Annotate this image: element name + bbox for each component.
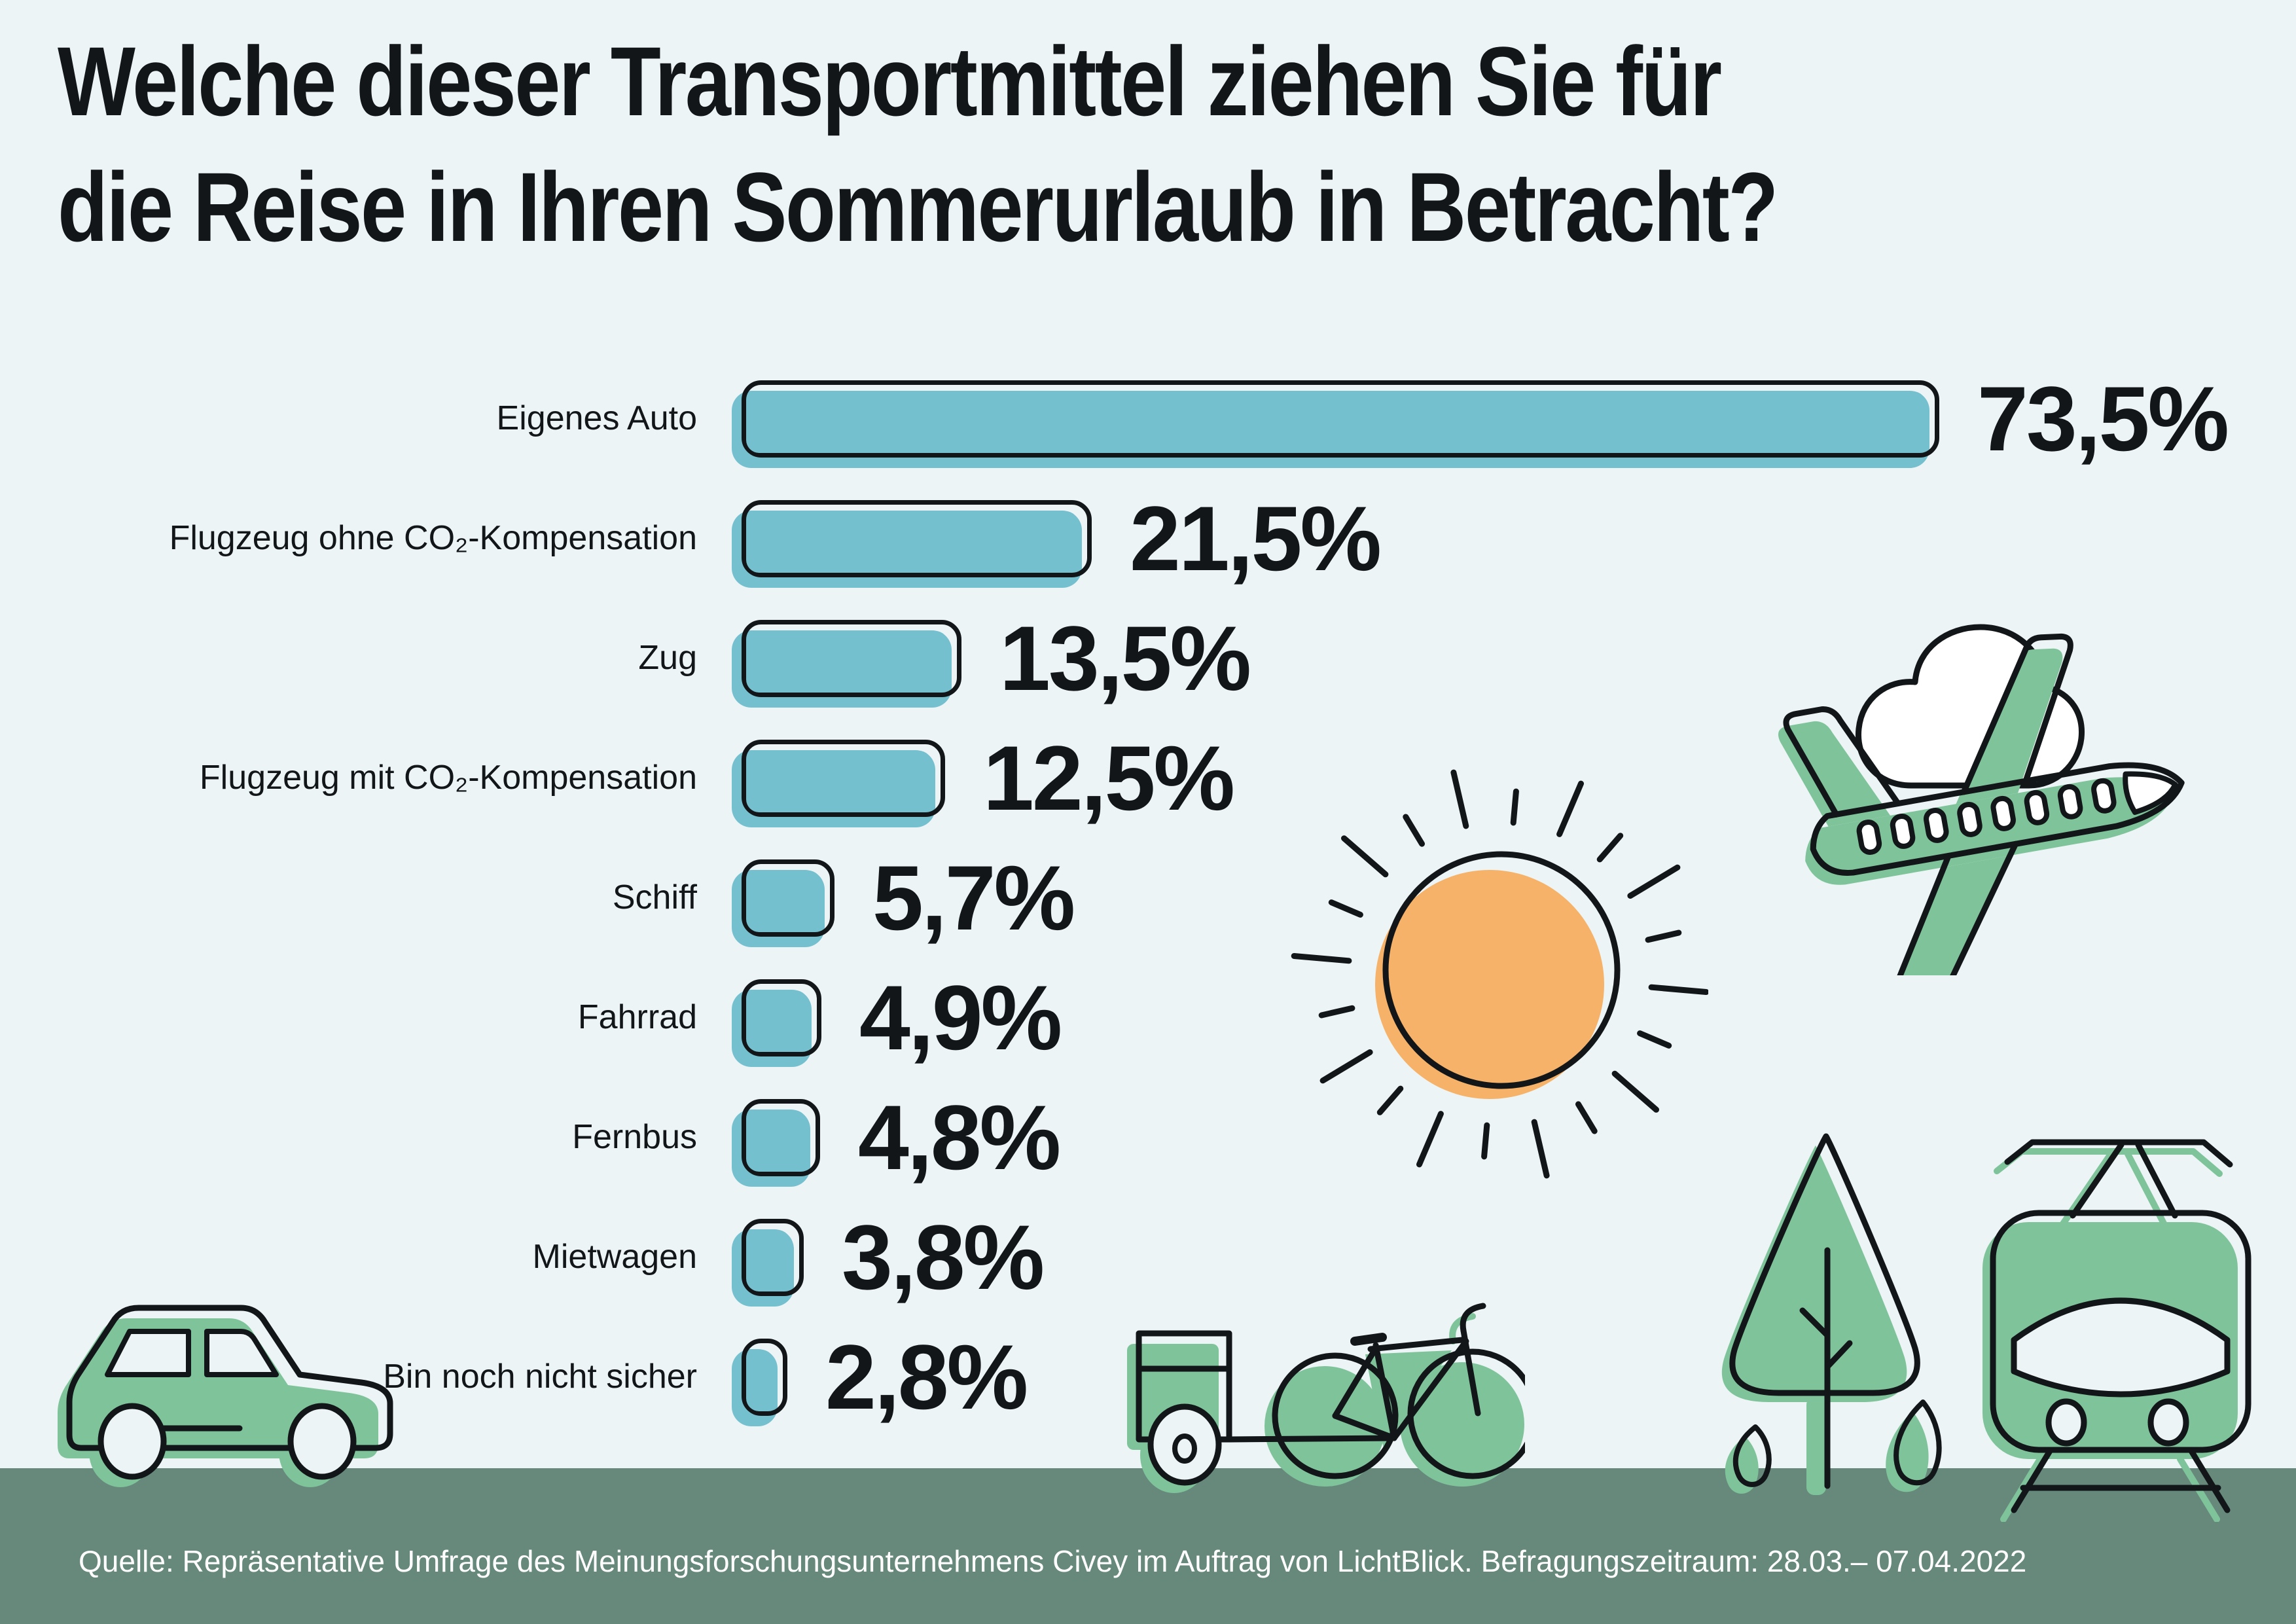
- chart-row: Fahrrad 4,9%: [0, 958, 2296, 1077]
- cockpit-window: [2123, 771, 2178, 815]
- page-title: Welche dieser Transportmittel ziehen Sie…: [58, 18, 1778, 270]
- car-wheel: [98, 1403, 167, 1480]
- leaf-icon: [1732, 1424, 1772, 1487]
- bar: [732, 1338, 787, 1426]
- title-line-1: Welche dieser Transportmittel ziehen Sie…: [58, 26, 1722, 136]
- category-label: Bin noch nicht sicher: [383, 1358, 697, 1396]
- bar-fill: [746, 870, 821, 932]
- tram-windshield: [2011, 1297, 2231, 1398]
- value-label: 2,8%: [825, 1325, 1028, 1428]
- bar-outline: [742, 380, 1939, 458]
- category-label: Flugzeug mit CO₂-Kompensation: [199, 759, 697, 797]
- category-label: Eigenes Auto: [496, 399, 697, 438]
- bar: [732, 1218, 804, 1307]
- airplane-icon: [1778, 624, 2185, 975]
- category-label: Schiff: [612, 878, 697, 917]
- car-outline: [66, 1305, 393, 1480]
- car-icon: [58, 1305, 393, 1487]
- chart-row: Flugzeug ohne CO₂-Kompensation 21,5%: [0, 478, 2296, 598]
- bar-outline: [742, 619, 961, 697]
- tram-headlight: [2045, 1398, 2087, 1447]
- airplane-outline: [1783, 633, 2185, 975]
- sun-disc: [1375, 870, 1604, 1099]
- tram-body: [1990, 1210, 2251, 1453]
- bar-fill: [746, 1110, 807, 1172]
- category-label: Flugzeug ohne CO₂-Kompensation: [169, 519, 697, 558]
- bar: [732, 1098, 820, 1187]
- bar: [732, 380, 1939, 468]
- bar-outline: [742, 1338, 787, 1416]
- bar-outline: [742, 1218, 804, 1296]
- category-label: Fernbus: [572, 1118, 697, 1157]
- airplane-windows: [1856, 778, 2117, 855]
- bar-fill: [746, 391, 1926, 453]
- trailer-hitch: [1226, 1435, 1397, 1443]
- chart-row: Flugzeug mit CO₂-Kompensation 12,5%: [0, 718, 2296, 838]
- sun-outline: [1382, 851, 1621, 1089]
- value-label: 4,9%: [859, 965, 1062, 1069]
- value-label: 12,5%: [983, 726, 1235, 829]
- category-label: Zug: [638, 639, 697, 677]
- chart-row: Schiff 5,7%: [0, 838, 2296, 958]
- leaf-icon: [1893, 1399, 1942, 1486]
- car-window-front: [204, 1329, 279, 1377]
- chart-row: Fernbus 4,8%: [0, 1077, 2296, 1197]
- value-label: 13,5%: [999, 606, 1251, 710]
- bar-fill: [746, 750, 932, 812]
- sun-icon: [1291, 769, 1708, 1179]
- title-line-2: die Reise in Ihren Sommerurlaub in Betra…: [58, 152, 1778, 262]
- bike-saddle: [1350, 1333, 1387, 1346]
- tram-outline: [1990, 1139, 2251, 1513]
- value-label: 4,8%: [858, 1085, 1061, 1189]
- bar-outline: [742, 979, 821, 1056]
- bicycle-outline: [1136, 1303, 1525, 1486]
- tram-headlight: [2147, 1398, 2189, 1447]
- bike-handlebar: [1460, 1303, 1486, 1334]
- bar-fill: [746, 990, 808, 1052]
- chart-row: Zug 13,5%: [0, 598, 2296, 718]
- bar-fill: [746, 630, 948, 693]
- tree-icon: [1721, 1133, 1942, 1495]
- value-label: 3,8%: [842, 1205, 1045, 1308]
- source-note: Quelle: Repräsentative Umfrage des Meinu…: [79, 1544, 2027, 1578]
- tree-outline: [1729, 1133, 1942, 1489]
- category-label: Fahrrad: [577, 998, 697, 1037]
- value-label: 5,7%: [872, 846, 1075, 949]
- bar: [732, 979, 821, 1067]
- value-label: 73,5%: [1977, 367, 2229, 470]
- ground-band: [0, 1468, 2296, 1624]
- tram-pantograph: [2004, 1139, 2233, 1168]
- bar: [732, 499, 1092, 588]
- bicycle-trailer-icon: [1127, 1303, 1525, 1493]
- bar-chart: Eigenes Auto 73,5% Flugzeug ohne CO₂-Kom…: [0, 359, 2296, 1437]
- value-label: 21,5%: [1130, 486, 1382, 590]
- tree-shadow: [1721, 1146, 1929, 1495]
- chart-row: Bin noch nicht sicher 2,8%: [0, 1317, 2296, 1437]
- bar-outline: [742, 859, 834, 937]
- car-wheel: [287, 1403, 357, 1480]
- bar: [732, 619, 961, 708]
- bar-fill: [746, 1229, 791, 1291]
- sun-rays: [1291, 769, 1708, 1179]
- tram-icon: [1982, 1139, 2251, 1522]
- bar: [732, 739, 945, 827]
- car-window-rear: [105, 1329, 191, 1377]
- category-label: Mietwagen: [532, 1238, 697, 1276]
- chart-row: Eigenes Auto 73,5%: [0, 359, 2296, 478]
- bar-outline: [742, 1098, 820, 1176]
- bar-fill: [746, 511, 1079, 573]
- bike-frame: [1332, 1303, 1486, 1441]
- bike-rear-wheel: [1272, 1352, 1399, 1479]
- bar: [732, 859, 834, 947]
- trailer-wheel: [1147, 1403, 1222, 1486]
- chart-row: Mietwagen 3,8%: [0, 1197, 2296, 1317]
- bar-outline: [742, 499, 1092, 577]
- bar-outline: [742, 739, 945, 817]
- bar-fill: [746, 1349, 774, 1411]
